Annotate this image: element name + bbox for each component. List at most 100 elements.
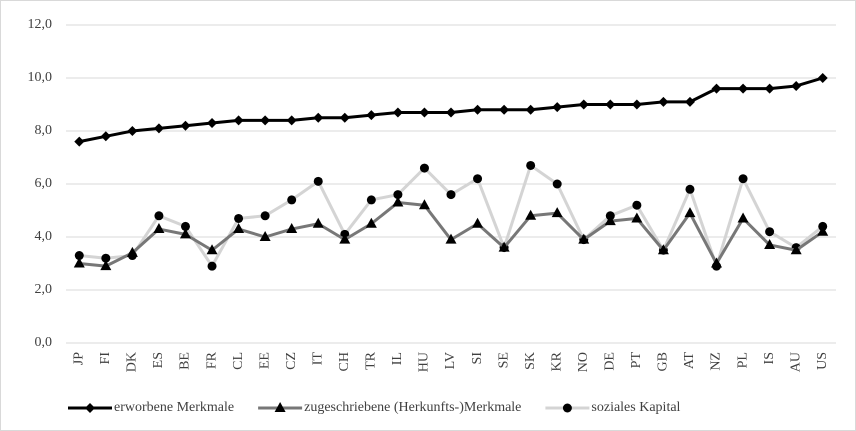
marker: [791, 80, 802, 91]
marker: [365, 217, 377, 228]
x-tick-label: EE: [257, 352, 272, 369]
marker: [499, 104, 510, 115]
legend-marker: [274, 402, 286, 412]
x-tick-label: SE: [496, 352, 511, 368]
y-tick-label: 2,0: [35, 282, 53, 297]
marker: [206, 244, 218, 255]
marker: [472, 217, 484, 228]
marker: [738, 174, 748, 184]
x-tick-label: JP: [71, 352, 86, 365]
marker: [339, 233, 351, 244]
marker: [287, 195, 297, 205]
x-tick-label: SI: [470, 352, 485, 365]
legend-label: zugeschriebene (Herkunfts-)Merkmale: [304, 400, 521, 415]
marker: [207, 118, 218, 129]
marker: [73, 257, 85, 268]
marker: [631, 212, 643, 223]
marker: [551, 207, 563, 218]
marker: [179, 228, 191, 239]
marker: [233, 115, 244, 126]
marker: [764, 83, 775, 94]
x-tick-label: CH: [337, 352, 352, 371]
marker: [153, 223, 165, 234]
marker: [684, 96, 695, 107]
marker: [313, 112, 324, 123]
marker: [604, 215, 616, 226]
x-tick-label: PT: [629, 352, 644, 369]
marker: [472, 104, 483, 115]
marker: [419, 163, 429, 173]
x-tick-label: NZ: [709, 352, 724, 371]
x-tick-label: FR: [204, 351, 219, 369]
legend-label: erworbene Merkmale: [114, 400, 234, 415]
y-tick-label: 12,0: [28, 17, 53, 32]
x-tick-label: IL: [390, 352, 405, 365]
x-tick-label: NO: [576, 352, 591, 372]
x-tick-label: AU: [788, 352, 803, 372]
x-tick-label: DE: [603, 352, 618, 371]
marker: [525, 209, 537, 220]
marker: [312, 217, 324, 228]
marker: [473, 174, 483, 184]
marker: [153, 123, 164, 134]
y-tick-label: 10,0: [28, 70, 53, 85]
y-tick-label: 0,0: [35, 335, 53, 350]
marker: [127, 126, 138, 136]
x-tick-label: HU: [417, 352, 432, 372]
x-tick-label: TR: [364, 351, 379, 370]
x-tick-label: LV: [443, 352, 458, 369]
marker: [233, 223, 245, 234]
marker: [286, 223, 298, 234]
marker: [578, 233, 590, 244]
marker: [711, 83, 722, 94]
marker: [632, 200, 642, 210]
marker: [817, 225, 829, 236]
legend-label: soziales Kapital: [591, 400, 680, 415]
x-tick-label: SK: [523, 352, 538, 370]
y-tick-label: 6,0: [35, 176, 53, 191]
marker: [790, 244, 802, 255]
marker: [180, 120, 191, 131]
x-tick-label: FI: [98, 352, 113, 365]
marker: [260, 115, 271, 126]
marker: [286, 115, 297, 126]
marker: [711, 257, 723, 268]
marker: [180, 221, 190, 231]
legend-marker: [85, 403, 95, 413]
marker: [259, 231, 271, 241]
marker: [764, 238, 776, 249]
marker: [234, 213, 244, 223]
marker: [154, 211, 164, 221]
marker: [392, 196, 404, 207]
marker: [366, 110, 377, 121]
marker: [605, 99, 616, 110]
legend-marker: [562, 403, 572, 413]
marker: [339, 112, 350, 123]
marker: [657, 244, 669, 255]
x-tick-label: ES: [151, 352, 166, 368]
marker: [207, 261, 217, 271]
x-tick-label: BE: [178, 352, 193, 370]
marker: [446, 107, 456, 118]
marker: [765, 227, 775, 237]
marker: [445, 233, 457, 244]
x-tick-label: DK: [125, 352, 140, 372]
marker: [100, 131, 111, 142]
y-tick-label: 4,0: [35, 229, 53, 244]
marker: [552, 179, 562, 189]
marker: [100, 260, 112, 271]
marker: [101, 253, 111, 263]
marker: [578, 99, 589, 110]
x-tick-label: PL: [735, 352, 750, 368]
marker: [526, 160, 536, 170]
marker: [446, 190, 456, 200]
marker: [817, 73, 828, 83]
marker: [525, 104, 536, 115]
marker: [74, 251, 84, 261]
marker: [393, 190, 403, 200]
x-tick-label: CL: [231, 352, 246, 370]
x-tick-label: GB: [656, 352, 671, 371]
marker: [552, 102, 563, 113]
